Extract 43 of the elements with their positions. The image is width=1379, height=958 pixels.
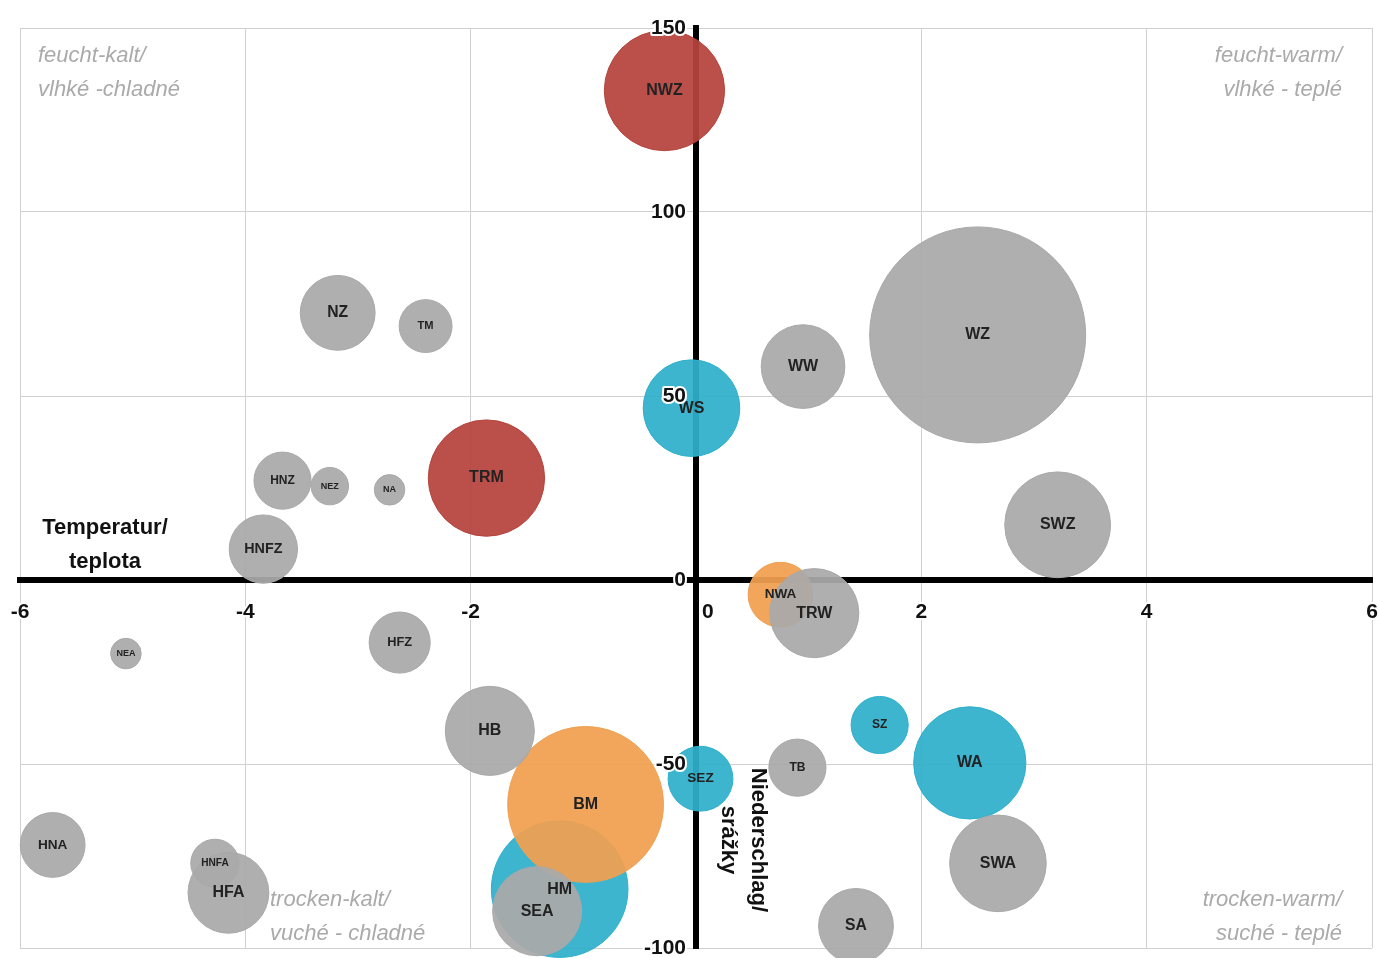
data-label: HNFA [201,857,230,869]
data-label: HNFZ [244,540,283,557]
y-tick-label: -100 [643,934,686,958]
data-label: WZ [965,325,991,343]
annotation: feucht-warm/ vlhké - teplé [1214,42,1344,102]
annotation: trocken-warm/ suché - teplé [1202,886,1344,946]
data-label: WW [787,356,820,374]
data-label: SEZ [687,770,714,786]
x-tick-label: 4 [1140,598,1153,622]
data-label: SA [845,916,867,934]
y-axis-title: Niederschlag/ srážky [716,767,772,913]
data-label: SWZ [1039,515,1076,533]
x-tick-label: -2 [461,598,481,622]
data-label: HNA [37,836,68,852]
data-label: SWA [979,853,1017,871]
data-label: SEA [520,901,555,919]
data-label: HNZ [270,472,295,487]
data-label: NA [383,484,397,495]
x-tick-label: -4 [235,598,255,622]
x-tick-label: 6 [1366,598,1378,622]
x-tick-label: -6 [10,598,30,622]
data-label: WA [956,753,984,771]
data-label: HFA [212,883,245,901]
annotation: feucht-kalt/ vlhké -chladné [38,42,180,102]
data-label: BM [573,794,599,812]
data-label: NZ [327,303,349,321]
data-label: TRW [796,603,834,621]
data-label: HFZ [387,634,413,650]
x-tick-label: 2 [915,598,928,622]
x-tick-label: 0 [702,598,714,622]
y-tick-label: 100 [650,198,686,222]
data-label: NEZ [320,480,340,491]
data-label: HM [547,879,573,897]
data-label: SZ [871,717,888,732]
annotation: trocken-kalt/ vuché - chladné [270,886,426,946]
data-label: TM [417,319,434,332]
data-label: TRM [469,468,504,486]
data-label: NEA [116,648,136,659]
data-label: NWZ [646,80,683,98]
data-label: NWA [764,586,797,602]
data-label: HB [478,721,502,739]
data-label: TB [789,759,806,774]
x-axis-title: Temperatur/ teplota [42,514,168,574]
